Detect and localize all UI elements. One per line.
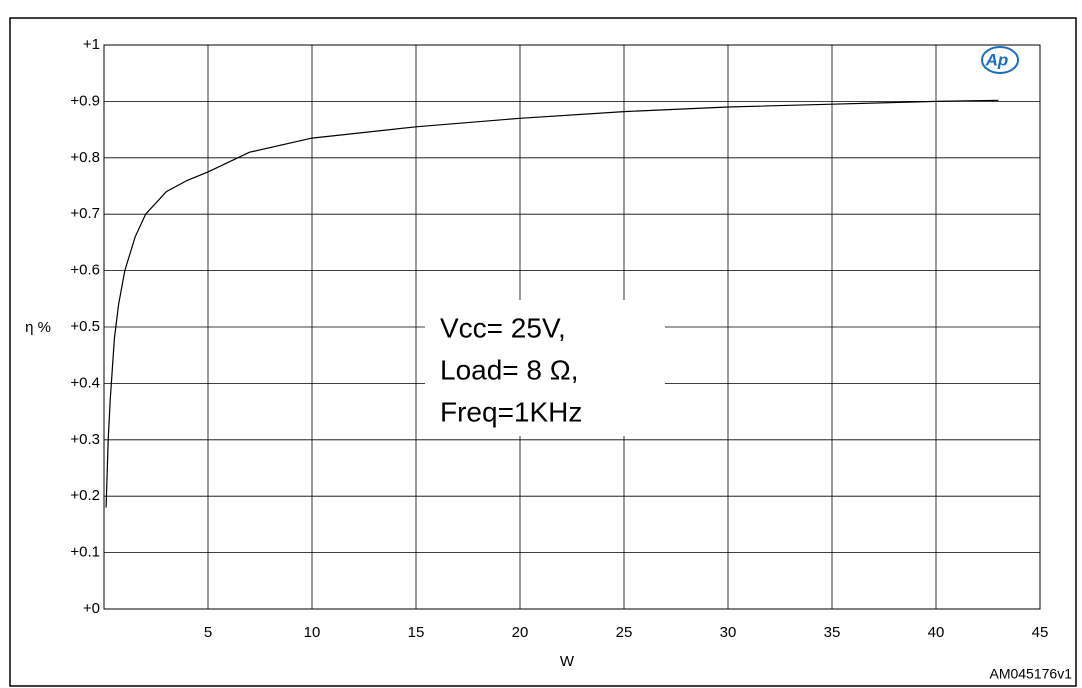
y-axis-label: η % (25, 319, 51, 336)
annotation-line: Freq=1KHz (440, 396, 582, 427)
x-tick-label: 20 (512, 624, 529, 641)
x-tick-label: 25 (616, 624, 633, 641)
y-tick-label: +1 (83, 36, 100, 53)
x-tick-label: 35 (824, 624, 841, 641)
x-tick-label: 15 (408, 624, 425, 641)
y-tick-label: +0.8 (70, 149, 100, 166)
x-tick-label: 40 (928, 624, 945, 641)
annotation-line: Vcc= 25V, (440, 312, 566, 343)
y-tick-label: +0.9 (70, 92, 100, 109)
y-tick-label: +0 (83, 600, 100, 617)
y-tick-label: +0.2 (70, 487, 100, 504)
x-tick-label: 30 (720, 624, 737, 641)
y-tick-label: +0.5 (70, 318, 100, 335)
x-tick-label: 45 (1032, 624, 1049, 641)
frame (9, 17, 1077, 687)
line (105, 99, 999, 508)
annotation-box (425, 300, 665, 436)
x-tick-label: 5 (204, 624, 212, 641)
y-tick-label: +0.4 (70, 374, 100, 391)
annotation: Vcc= 25V, Load= 8 Ω, Freq=1KHz (425, 300, 665, 436)
footnote: AM045176v1 (989, 666, 1072, 682)
x-axis-label: W (560, 653, 575, 670)
annotation-line: Load= 8 Ω, (440, 354, 578, 385)
logo: Ap (981, 46, 1019, 74)
y-tick-label: +0.6 (70, 262, 100, 279)
x-tick-label: 10 (304, 624, 321, 641)
y-tick-label: +0.1 (70, 544, 100, 561)
y-tick-label: +0.7 (70, 205, 100, 222)
svg-text:Ap: Ap (985, 50, 1009, 69)
y-tick-label: +0.3 (70, 431, 100, 448)
